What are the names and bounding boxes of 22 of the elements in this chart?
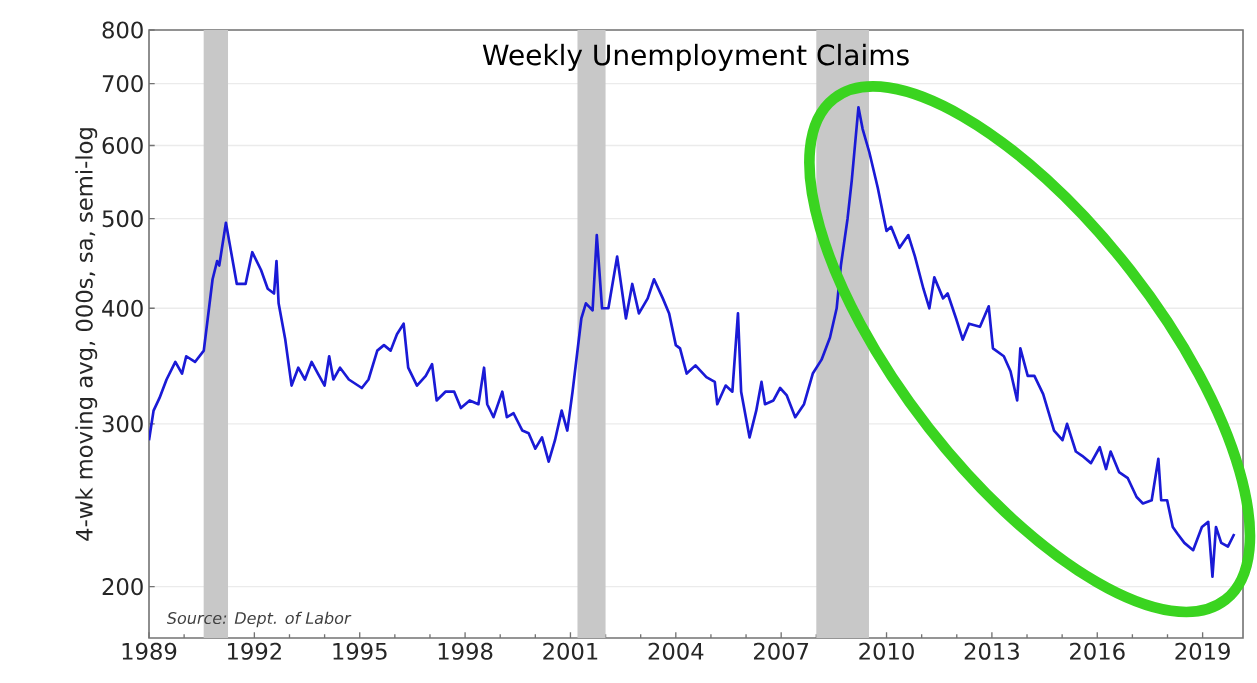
chart-title: Weekly Unemployment Claims: [482, 43, 909, 71]
annotation: Source: Dept. of Labor: [166, 611, 352, 628]
y-axis-title: 4-wk moving avg, 000s, sa, semi-log: [75, 128, 98, 541]
y-tick-label: 700: [102, 75, 143, 93]
x-tick-label: 2010: [859, 642, 914, 660]
y-tick-label: 600: [102, 136, 143, 155]
x-tick-label: 1998: [438, 642, 493, 660]
x-tick-label: 1995: [333, 642, 387, 660]
line-series: [149, 105, 1236, 579]
x-tick-label: 1989: [122, 642, 177, 660]
y-tick-label: 500: [102, 210, 143, 228]
x-tick-label: 1992: [228, 642, 281, 660]
x-tick-label: 2007: [753, 642, 809, 660]
y-tick-label: 300: [102, 415, 143, 433]
x-tick-label: 2016: [1070, 642, 1125, 660]
x-tick-label: 2004: [648, 642, 704, 660]
y-tick-label: 800: [102, 21, 143, 39]
y-tick-label: 200: [102, 578, 143, 596]
x-tick-label: 2019: [1175, 642, 1230, 660]
x-tick-label: 2013: [964, 642, 1019, 660]
y-tick-label: 400: [102, 299, 143, 317]
x-tick-label: 2001: [543, 642, 598, 660]
